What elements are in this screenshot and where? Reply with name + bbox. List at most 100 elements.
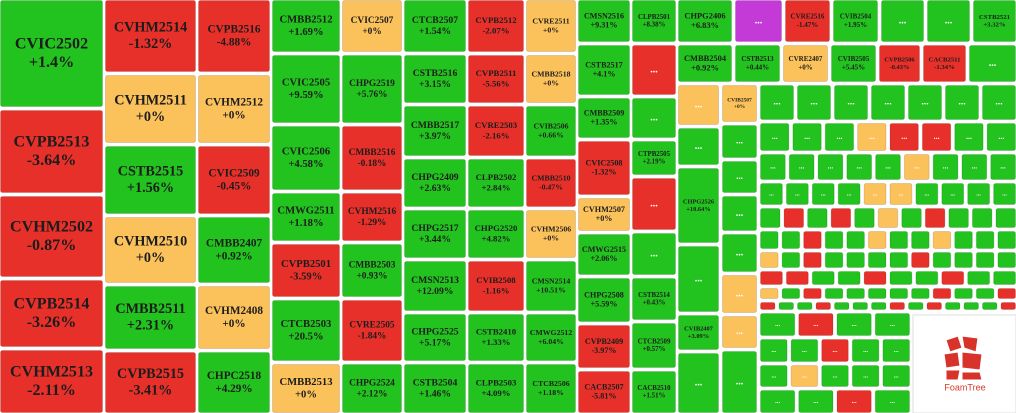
tile[interactable]: ... [722,316,757,348]
tile[interactable]: ... [836,313,872,336]
tile[interactable]: CHPG2525+5.17% [404,314,466,361]
tile[interactable]: ... [760,313,796,336]
tile[interactable]: ... [817,154,844,180]
tile[interactable]: CSTB2410+1.33% [468,314,524,361]
tile[interactable] [846,252,865,268]
tile[interactable]: CHPC2518+4.29% [198,352,270,413]
tile[interactable]: CHPG2526+10.64% [678,168,719,243]
tile[interactable]: CVHM2516-1.29% [342,193,402,241]
tile[interactable]: ... [811,183,835,205]
tile[interactable]: ... [882,339,911,362]
tile[interactable] [803,252,822,268]
tile[interactable]: ... [722,125,757,158]
tile[interactable]: ... [798,390,834,413]
tile[interactable]: CACB2510+1.51% [632,371,676,413]
tile[interactable] [824,252,844,268]
tile[interactable]: ... [967,183,991,205]
tile[interactable]: CVPB2514 -3.26% [0,280,103,347]
tile[interactable] [837,271,861,285]
tile[interactable]: CSTB2504+1.46% [404,364,466,413]
tile[interactable]: ... [678,85,719,125]
tile[interactable]: CTPB2505+2.19% [632,141,676,175]
tile[interactable]: CVHM2506+0% [526,210,576,258]
tile[interactable] [781,252,801,268]
tile[interactable] [911,252,930,268]
tile[interactable]: ... [881,0,924,42]
tile[interactable]: CMBB2509+1.35% [578,98,630,138]
tile[interactable]: ... [821,365,849,387]
tile[interactable]: CVPB2511-5.56% [468,55,524,103]
tile[interactable]: CMBB2512+1.69% [272,0,340,52]
tile[interactable] [932,288,952,299]
tile[interactable]: ... [760,85,794,120]
tile[interactable] [889,231,909,249]
tile[interactable]: ... [797,85,831,120]
tile[interactable] [997,288,1016,299]
tile[interactable] [926,302,942,310]
tile[interactable]: CVHM2514-1.32% [105,0,196,72]
tile[interactable]: ... [874,390,910,413]
tile[interactable]: CVHM2511+0% [105,75,196,143]
tile[interactable] [932,252,952,268]
tile[interactable]: CVHM2502 -0.87% [0,196,103,277]
tile[interactable]: ... [945,85,979,120]
tile[interactable]: CLPB2502+2.84% [468,159,524,207]
tile[interactable] [997,231,1016,249]
tile[interactable]: ... [921,123,952,151]
tile[interactable]: CVPB2409-3.97% [578,325,630,368]
tile[interactable] [982,302,998,310]
tile[interactable]: CVHM2507+0% [578,198,630,231]
tile[interactable]: CMBB2516-0.18% [342,126,402,190]
tile[interactable]: ... [882,365,911,387]
tile[interactable]: CVPB2506-0.43% [879,45,920,82]
tile[interactable] [995,208,1016,228]
tile[interactable]: CSTB2517+4.1% [578,45,630,95]
tile[interactable] [911,288,930,299]
tile[interactable]: CVRE2516-1.47% [785,0,830,42]
tile[interactable]: ... [851,365,880,387]
tile[interactable] [932,231,952,249]
tile[interactable]: CHPG2524+2.12% [342,364,402,413]
tile[interactable] [760,208,781,228]
tile[interactable] [811,271,835,285]
tile[interactable]: ... [908,85,942,120]
tile[interactable] [967,271,991,285]
tile[interactable]: CMBB2518+0% [526,55,576,103]
tile[interactable] [867,231,887,249]
tile[interactable] [941,271,965,285]
tile[interactable]: CVIC2505+9.59% [272,55,340,123]
tile[interactable] [889,252,909,268]
tile[interactable]: CMBB2511+2.31% [105,286,196,349]
tile[interactable]: CVIB2505+5.45% [831,45,876,82]
tile[interactable]: ... [969,45,1016,82]
tile[interactable] [867,252,887,268]
tile[interactable]: CVIB2507+0% [722,85,757,122]
tile[interactable]: CMBB2510-0.47% [526,159,576,207]
tile[interactable]: ... [785,183,809,205]
tile[interactable] [785,271,809,285]
tile[interactable]: ... [722,161,757,193]
tile[interactable]: CVHM2512+0% [198,75,270,143]
tile[interactable]: ... [798,313,834,336]
tile[interactable]: ... [790,339,819,362]
tile[interactable] [867,288,887,299]
tile[interactable]: ... [760,365,788,387]
tile[interactable] [760,302,776,310]
tile[interactable] [963,302,979,310]
tile[interactable] [824,231,844,249]
tile[interactable]: ... [824,123,855,151]
tile[interactable]: CSTB2516+3.15% [404,55,466,103]
tile[interactable] [807,208,828,228]
tile[interactable]: CMWG2515+2.06% [578,234,630,275]
tile[interactable]: ... [788,154,815,180]
tile[interactable]: ... [851,339,880,362]
tile[interactable] [945,302,961,310]
tile[interactable] [830,208,852,228]
tile[interactable]: ... [760,123,790,151]
tile[interactable]: ... [836,390,872,413]
tile[interactable] [834,302,850,310]
tile[interactable]: CVHM2408+0% [198,286,270,349]
tile[interactable]: CVIC2508-1.32% [578,141,630,195]
tile[interactable]: CHPG2519+5.76% [342,55,402,123]
tile[interactable]: CSTB2515+1.56% [105,146,196,214]
